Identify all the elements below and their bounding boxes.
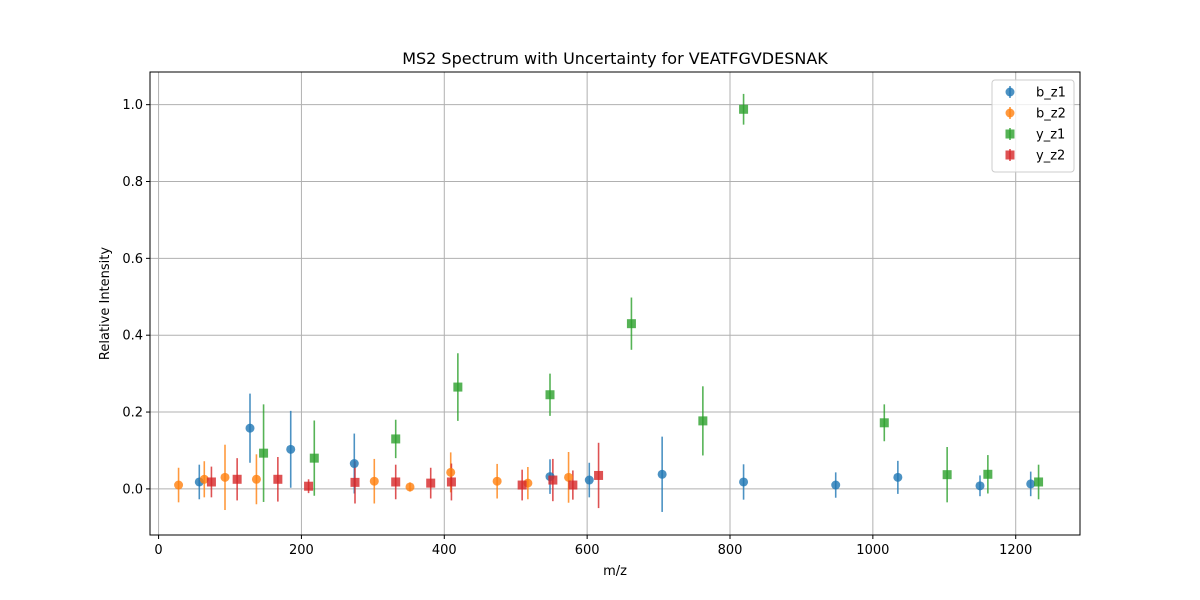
chart-title: MS2 Spectrum with Uncertainty for VEATFG… [402,49,828,68]
b-z1-point [893,472,903,482]
b-z2-point [405,482,415,492]
y-z1-point [879,418,889,428]
y-z2-point [350,477,360,487]
b-z2-point [199,474,209,484]
y-z2-point [232,474,242,484]
y-z2-point [594,470,604,480]
b-z1-point [349,459,359,469]
b-z1-point [831,480,841,490]
x-axis-label: m/z [603,564,627,579]
y-z1-point [942,470,952,480]
axis-ticks: 0 200 400 600 800 1000 1200 0.0 0.2 0.4 0.6 0.8 1.0 [122,98,1032,558]
legend-b-z2-label: b_z2 [1036,107,1066,122]
b-z1-point [245,423,255,433]
y-z2-point [517,480,527,490]
x-tick-label: 1000 [856,543,889,558]
x-tick-label: 200 [289,543,314,558]
y-z1-point [983,469,993,479]
x-tick-label: 600 [575,543,600,558]
legend-y-z1-marker [1005,129,1015,139]
y-tick-label: 0.8 [122,175,143,190]
b-z1-point [657,469,667,479]
legend-y-z2-label: y_z2 [1036,149,1065,164]
y-z2-point [548,475,558,485]
b-z2-point [251,474,261,484]
x-tick-label: 0 [154,543,162,558]
y-tick-label: 0.2 [122,406,143,421]
y-z1-point [309,453,319,463]
b-z2-point [220,472,230,482]
y-z2-point [206,477,216,487]
b-z1-point [1026,479,1036,489]
y-tick-label: 1.0 [122,98,143,113]
y-z1-point [391,434,401,444]
y-z1-point [739,104,749,114]
y-z1-point [453,382,463,392]
y-z1-point [545,390,555,400]
legend-y-z1-label: y_z1 [1036,128,1065,143]
b-z1-point [975,481,985,491]
b-z2-point [174,480,184,490]
b-z1-point [584,475,594,485]
b-z1-point [739,477,749,487]
y-z1-point [1034,477,1044,487]
legend-b-z2-marker [1005,108,1015,118]
y-z2-point [391,477,401,487]
y-tick-label: 0.6 [122,252,143,267]
legend: b_z1 b_z2 y_z1 y_z2 [991,79,1075,173]
y-z2-point [446,477,456,487]
grid [150,72,1080,535]
legend-b-z1-label: b_z1 [1036,86,1066,101]
x-tick-label: 800 [718,543,743,558]
b-z2-point [564,472,574,482]
legend-y-z2-marker [1005,150,1015,160]
y-axis-label: Relative Intensity [98,247,113,360]
b-z2-point [492,476,502,486]
x-tick-label: 1200 [999,543,1032,558]
y-z2-point [273,474,283,484]
legend-box [991,79,1075,173]
y-z2-point [426,478,436,488]
data-markers [174,104,1044,492]
y-tick-label: 0.4 [122,329,143,344]
b-z1-point [286,444,296,454]
b-z2-point [369,476,379,486]
y-z2-point [304,481,314,491]
x-tick-label: 400 [432,543,457,558]
b-z2-point [446,467,456,477]
plot-frame [149,71,1081,536]
error-bars [177,93,1040,512]
y-z2-point [568,480,578,490]
legend-b-z1-marker [1005,87,1015,97]
y-z1-point [626,319,636,329]
y-tick-label: 0.0 [122,482,143,497]
y-z1-point [698,416,708,426]
y-z1-point [259,448,269,458]
